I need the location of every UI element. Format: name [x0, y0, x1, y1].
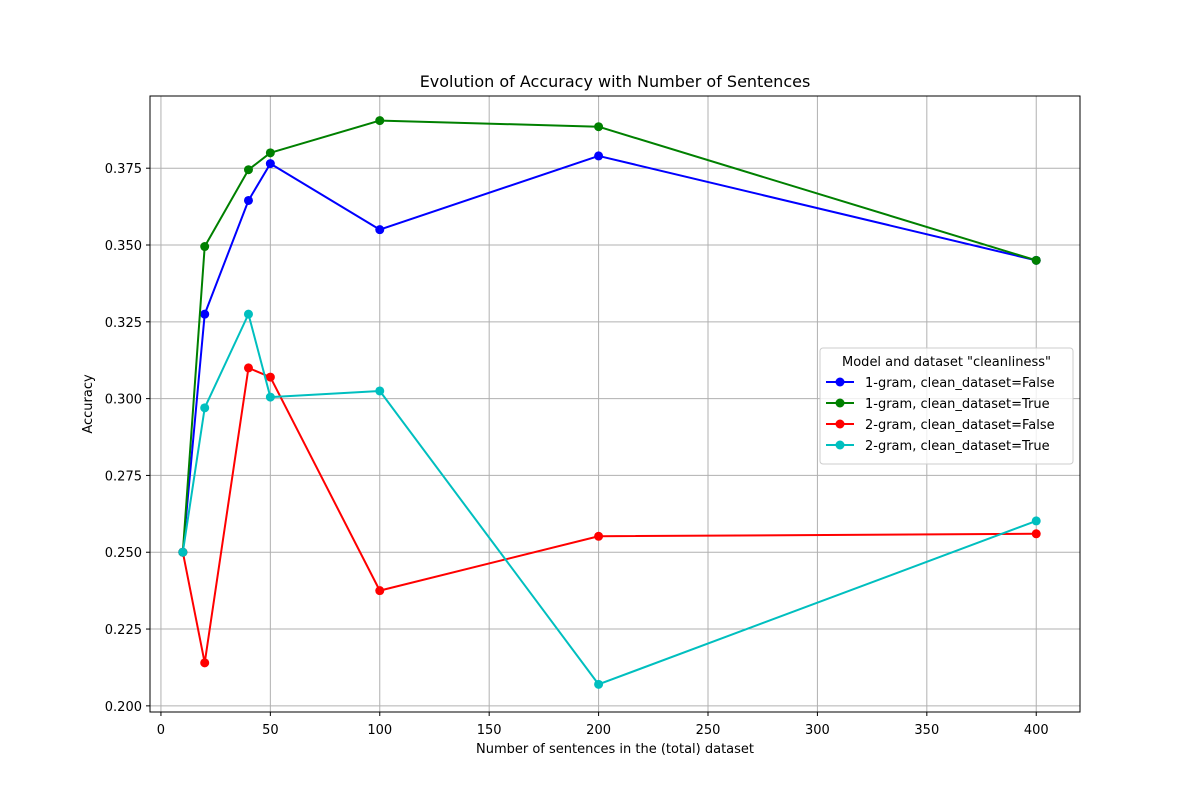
legend-entry: 2-gram, clean_dataset=False — [826, 418, 1055, 433]
data-point — [1031, 529, 1041, 539]
y-tick-label: 0.225 — [105, 623, 142, 638]
legend-entry: 1-gram, clean_dataset=True — [826, 397, 1050, 412]
x-tick-label: 250 — [696, 723, 721, 738]
series-2 — [178, 116, 1041, 557]
legend-swatch-marker — [835, 398, 845, 408]
legend-entries: 1-gram, clean_dataset=False 1-gram, clean… — [826, 376, 1055, 454]
data-point — [200, 403, 210, 413]
series-layer — [178, 116, 1041, 689]
data-point — [594, 122, 604, 132]
legend-swatch-marker — [835, 440, 845, 450]
y-tick-label: 0.375 — [105, 162, 142, 177]
legend-label: 1-gram, clean_dataset=False — [865, 376, 1055, 391]
data-point — [243, 363, 253, 373]
data-point — [200, 242, 210, 252]
data-point — [375, 586, 385, 596]
x-axis-ticks: 0 50 100 150 200 250 300 350 400 — [157, 712, 1049, 738]
data-point — [265, 148, 275, 158]
legend-title: Model and dataset "cleanliness" — [842, 355, 1051, 370]
plot-frame — [149, 95, 1081, 713]
x-tick-label: 200 — [586, 723, 611, 738]
y-tick-label: 0.325 — [105, 316, 142, 331]
x-tick-label: 50 — [262, 723, 279, 738]
legend-entry: 2-gram, clean_dataset=True — [826, 439, 1050, 454]
data-point — [243, 195, 253, 205]
data-point — [265, 159, 275, 169]
data-point — [1031, 255, 1041, 265]
data-point — [265, 372, 275, 382]
grid-lines — [150, 96, 1080, 712]
y-tick-label: 0.275 — [105, 469, 142, 484]
y-axis-label: Accuracy — [81, 374, 96, 434]
legend-box — [819, 347, 1074, 465]
data-point — [594, 151, 604, 161]
x-tick-label: 300 — [805, 723, 830, 738]
x-tick-label: 400 — [1024, 723, 1049, 738]
data-point — [375, 225, 385, 235]
series-4 — [178, 309, 1041, 689]
data-point — [1031, 516, 1041, 526]
data-point — [178, 547, 188, 557]
legend-label: 2-gram, clean_dataset=False — [865, 418, 1055, 433]
data-point — [243, 309, 253, 319]
data-point — [594, 679, 604, 689]
y-tick-label: 0.350 — [105, 239, 142, 254]
data-point — [594, 531, 604, 541]
x-axis-label: Number of sentences in the (total) datas… — [476, 742, 754, 757]
x-tick-label: 150 — [477, 723, 502, 738]
data-point — [200, 658, 210, 668]
data-point — [200, 309, 210, 319]
data-point — [375, 116, 385, 126]
x-tick-label: 100 — [367, 723, 392, 738]
y-tick-label: 0.200 — [105, 700, 142, 715]
y-axis-ticks: 0.200 0.225 0.250 0.275 0.300 0.325 0.350 0.375 — [105, 162, 150, 715]
data-point — [375, 386, 385, 396]
legend-label: 2-gram, clean_dataset=True — [865, 439, 1050, 454]
y-tick-label: 0.300 — [105, 393, 142, 408]
legend-entry: 1-gram, clean_dataset=False — [826, 376, 1055, 391]
legend-swatch-marker — [835, 377, 845, 387]
legend-swatch-marker — [835, 419, 845, 429]
legend: Model and dataset "cleanliness" 1-gram, … — [819, 347, 1074, 465]
data-point — [265, 392, 275, 402]
chart-title: Evolution of Accuracy with Number of Sen… — [420, 72, 811, 91]
x-tick-label: 0 — [157, 723, 165, 738]
x-tick-label: 350 — [914, 723, 939, 738]
data-point — [243, 165, 253, 175]
legend-label: 1-gram, clean_dataset=True — [865, 397, 1050, 412]
y-tick-label: 0.250 — [105, 546, 142, 561]
